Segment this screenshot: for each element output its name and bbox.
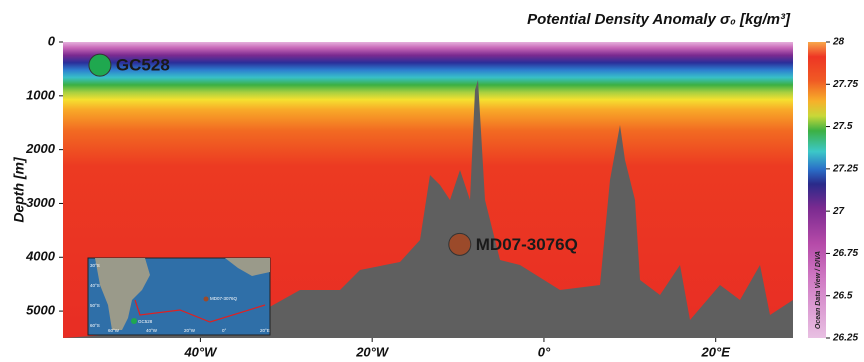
chart: Potential Density Anomaly σ₀ [kg/m³] Dep… [0,0,864,362]
chart-title: Potential Density Anomaly σ₀ [kg/m³] [527,11,791,28]
x-tick-label: 0° [538,344,551,359]
inset-lat-label: 50°S [90,303,100,308]
colorbar-tick-label: 26.25 [832,333,858,344]
station-marker [89,54,111,76]
x-tick-label: 20°W [355,344,390,359]
colorbar-tick-label: 27.75 [832,79,858,90]
station-label: GC528 [116,56,170,75]
colorbar-tick-label: 27 [832,206,845,217]
station-label: MD07-3076Q [476,235,578,254]
colorbar-tick-label: 26.5 [832,290,853,301]
x-tick-label: 40°W [183,344,218,359]
station-marker [449,233,471,255]
inset-lat-label: 30°S [90,263,100,268]
inset-lon-label: 20°W [184,328,196,333]
inset-lat-label: 60°S [90,323,100,328]
colorbar-label: Ocean Data View / DIVA [815,251,822,329]
inset-lon-label: 40°W [146,328,158,333]
inset-station [204,297,209,302]
colorbar-tick-label: 28 [832,37,845,48]
y-tick-label: 2000 [25,141,56,156]
y-tick-label: 4000 [25,249,56,264]
x-tick-label: 20°E [701,344,731,359]
y-tick-label: 3000 [26,195,56,210]
y-axis-label: Depth [m] [11,156,27,223]
colorbar-tick-label: 26.75 [832,248,858,259]
inset-lon-label: 60°W [108,328,120,333]
inset-map [88,258,270,335]
inset-lon-label: 20°E [260,328,270,333]
inset-lon-label: 0° [222,328,227,333]
inset-station [131,318,137,324]
y-tick-label: 5000 [26,303,56,318]
y-tick-label: 1000 [26,87,56,102]
inset-lat-label: 40°S [90,283,100,288]
colorbar-tick-label: 27.5 [832,121,853,132]
colorbar-tick-label: 27.25 [832,163,858,174]
inset-station-label: GC528 [138,319,153,324]
inset-station-label: MD07-3076Q [210,296,238,301]
y-tick-label: 0 [48,33,56,48]
